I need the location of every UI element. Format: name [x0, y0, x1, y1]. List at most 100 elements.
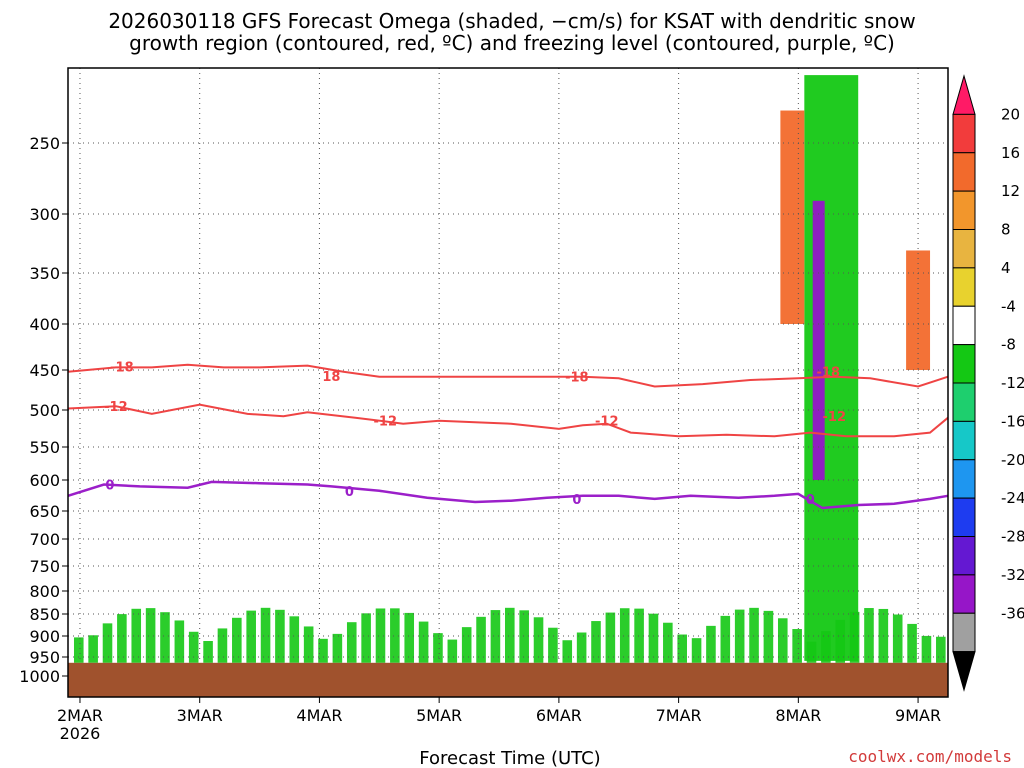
colorbar-bin — [952, 497, 976, 537]
colorbar-label: -12 — [1001, 374, 1024, 392]
omega-low-cell — [849, 611, 860, 663]
y-tick-label: 450 — [29, 361, 60, 380]
x-year-label: 2026 — [60, 724, 101, 743]
colorbar-bin — [952, 420, 976, 461]
x-tick-label: 8MAR — [775, 706, 821, 725]
y-tick-label: 1000 — [19, 667, 60, 686]
omega-low-cell — [145, 608, 156, 663]
omega-low-cell — [303, 626, 314, 663]
omega-low-cell — [289, 616, 300, 663]
colorbar-bin — [952, 344, 976, 384]
colorbar-label: -8 — [1001, 336, 1016, 354]
y-tick-label: 650 — [29, 502, 60, 521]
omega-low-cell — [433, 633, 443, 663]
y-tick-label: 400 — [29, 315, 60, 334]
chart-title-line2: growth region (contoured, red, ºC) and f… — [129, 31, 895, 55]
omega-low-cell — [418, 621, 429, 663]
omega-low-cell — [232, 617, 242, 663]
omega-low-cell — [375, 608, 386, 663]
contour-label: 18 — [322, 370, 340, 385]
colorbar-bin — [952, 74, 976, 115]
omega-low-cell — [404, 612, 415, 663]
contour-label: -12 — [595, 415, 619, 430]
contour-label: 0 — [105, 478, 114, 493]
x-axis-title: Forecast Time (UTC) — [419, 748, 600, 768]
colorbar-bin — [952, 190, 976, 230]
omega-low-cell — [648, 613, 659, 663]
colorbar-label: -36 — [1001, 604, 1024, 622]
omega-low-cell — [835, 619, 846, 663]
omega-low-cell — [720, 615, 731, 663]
x-tick-label: 5MAR — [416, 706, 462, 725]
omega-low-cell — [260, 607, 271, 663]
y-tick-label: 300 — [29, 205, 60, 224]
omega-low-cell — [490, 610, 501, 663]
contour-label: -12 — [823, 410, 847, 425]
omega-low-cell — [548, 627, 558, 663]
omega-low-cell — [605, 612, 616, 663]
omega-low-cell — [346, 622, 357, 663]
contour--18 — [67, 363, 949, 388]
x-tick-label: 4MAR — [296, 706, 342, 725]
omega-low-cell — [519, 610, 529, 663]
colorbar-label: 16 — [1001, 144, 1020, 162]
colorbar-label: 20 — [1001, 105, 1020, 123]
y-tick-label: 500 — [29, 401, 60, 420]
omega-low-cell — [390, 608, 400, 663]
omega-low-cell — [447, 639, 458, 663]
omega-low-cell — [619, 608, 630, 663]
colorbar-label: -4 — [1001, 297, 1016, 315]
omega-low-cell — [117, 614, 127, 663]
contour-label: -12 — [104, 400, 128, 415]
omega-low-cell — [576, 632, 587, 663]
y-tick-label: 950 — [29, 648, 60, 667]
colorbar-bin — [952, 229, 976, 269]
colorbar-bin — [952, 267, 976, 307]
omega-feature-4 — [906, 250, 931, 370]
colorbar-label: -16 — [1001, 412, 1024, 430]
omega-low-cell — [792, 629, 802, 663]
omega-low-cell — [533, 617, 544, 663]
contours: -18 -12 0 18 -12 0 -18 -12 0 -18 -12 0 — [67, 361, 949, 510]
omega-low-cell — [174, 620, 185, 663]
contour-label: -18 — [565, 371, 589, 386]
contour-label: 0 — [345, 485, 354, 500]
omega-low-cell — [706, 625, 716, 663]
omega-low-cell — [921, 635, 932, 663]
contour-label: 0 — [806, 493, 815, 508]
colorbar-label: 12 — [1001, 182, 1020, 200]
y-tick-label: 250 — [29, 134, 60, 153]
omega-low-cell — [275, 609, 285, 663]
y-tick-label: 750 — [29, 557, 60, 576]
x-tick-label: 3MAR — [177, 706, 223, 725]
colorbar-bin — [952, 574, 976, 614]
omega-low-cell — [361, 613, 371, 663]
omega-low-cell — [806, 641, 817, 663]
omega-low-cell — [246, 610, 256, 663]
terrain-band — [68, 662, 948, 697]
omega-low-cell — [591, 621, 601, 663]
omega-low-cell — [160, 612, 170, 663]
omega-low-cell — [777, 618, 788, 663]
y-tick-label: 850 — [29, 605, 60, 624]
x-tick-label: 9MAR — [895, 706, 941, 725]
contour-label: -12 — [374, 415, 398, 430]
x-tick-label: 6MAR — [536, 706, 582, 725]
x-axis: 2MAR 3MAR 4MAR 5MAR 6MAR 7MAR 8MAR 9MAR 2026 — [57, 697, 941, 743]
colorbar-bin — [952, 612, 976, 653]
contour--12 — [67, 403, 949, 438]
colorbar-bin — [952, 305, 976, 346]
omega-low-cell — [102, 623, 113, 663]
omega-low-cell — [188, 631, 199, 663]
omega-low-cell — [634, 608, 644, 663]
omega-low-cell — [763, 610, 774, 663]
y-tick-label: 700 — [29, 530, 60, 549]
colorbar-bin — [952, 459, 976, 499]
omega-low-cell — [203, 641, 213, 663]
credit-text: coolwx.com/models — [848, 747, 1012, 766]
omega-low-cell — [88, 635, 98, 663]
omega-low-cell — [892, 614, 903, 663]
y-tick-label: 350 — [29, 264, 60, 283]
omega-low-cell — [217, 628, 228, 663]
